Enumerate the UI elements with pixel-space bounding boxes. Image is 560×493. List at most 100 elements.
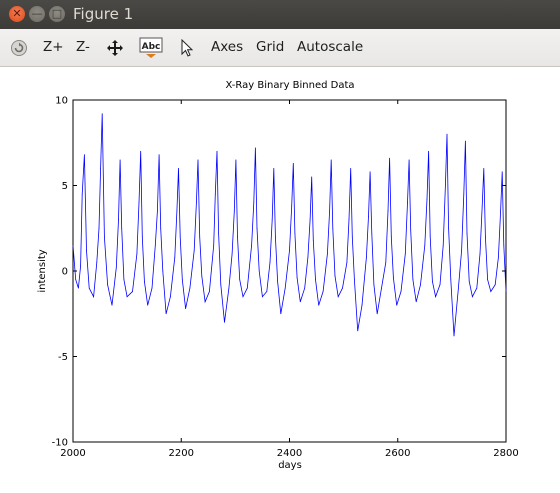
data-point [299,301,301,303]
data-point [196,202,197,204]
data-point [322,291,324,292]
data-point [197,159,199,161]
series-line-0 [72,113,507,337]
close-window-button[interactable]: ✕ [9,6,25,22]
rotate-button[interactable] [10,29,30,66]
y-tick-label: 5 [62,181,68,192]
data-point [312,239,314,241]
svg-text:Abc: Abc [142,42,161,52]
axes-button[interactable]: Axes [211,39,244,55]
data-point [88,287,90,289]
data-point [138,202,140,204]
zoom-in-button[interactable]: Z+ [43,39,64,55]
x-tick-label: 2000 [60,448,85,459]
data-point [179,236,181,238]
data-point [373,284,375,286]
data-point [107,284,108,286]
data-point [253,202,255,204]
data-point [157,210,158,212]
ticks-layer: 2000 2200 2400 2600 2800 10 5 0 -5 -10 [52,96,519,460]
data-point [189,287,191,289]
data-point [140,150,142,152]
data-point [284,287,286,289]
data-point [100,168,101,169]
data-point [429,236,431,238]
y-tick-label: 0 [62,267,68,278]
data-point [204,301,206,303]
window-titlebar[interactable]: ✕ — □ Figure 1 [0,0,560,29]
select-button[interactable] [180,29,194,66]
autoscale-button[interactable]: Autoscale [297,39,364,55]
data-point [337,296,339,298]
data-point [72,245,74,246]
data-point [465,140,466,142]
data-point [389,157,390,159]
data-point [275,236,276,238]
data-point [181,279,183,280]
data-point [136,253,138,255]
data-point [393,277,394,279]
data-point [330,159,332,161]
data-point [201,275,203,277]
insert-text-button[interactable]: Abc [139,29,163,66]
data-point [472,296,473,298]
data-point [385,262,387,263]
data-point [476,287,478,289]
data-point [501,171,503,173]
data-point [233,210,235,212]
pan-button[interactable] [106,29,124,66]
text-icon: Abc [139,37,163,58]
data-point [101,113,103,115]
data-point [213,245,215,246]
data-point [185,308,187,309]
data-point [428,150,429,152]
data-point [387,210,389,212]
data-point [435,296,436,298]
data-point [342,287,343,289]
data-point [292,162,294,164]
data-point [86,250,87,251]
x-tick-label: 2600 [385,448,410,459]
x-tick-label: 2400 [277,448,302,459]
data-point [75,279,77,280]
data-point [494,284,496,286]
y-tick-label: -5 [58,352,68,363]
data-point [81,193,83,195]
data-point [251,245,253,246]
data-point [126,296,128,298]
data-point [160,227,162,229]
data-point [487,279,488,280]
data-point [271,219,273,221]
data-point [277,280,278,282]
maximize-window-button[interactable]: □ [49,6,65,22]
data-point [490,291,492,292]
grid-button[interactable]: Grid [256,39,285,55]
data-point [224,321,225,323]
y-axis-label: intensity [37,249,48,292]
data-point [368,215,369,217]
data-point [503,245,505,246]
minimize-window-button[interactable]: — [29,6,45,22]
data-point [214,193,216,195]
window-title: Figure 1 [73,5,134,23]
x-axis-label: days [278,460,302,471]
data-point [315,279,316,280]
data-point [366,256,367,258]
data-point [296,277,298,279]
data-point [318,304,320,306]
x-tick-label: 2800 [493,448,518,459]
data-point [500,210,501,212]
data-point [165,313,167,315]
data-point [505,291,507,292]
data-point [334,275,336,277]
data-point [266,291,268,292]
xray-binned-line-chart[interactable]: X-Ray Binary Binned Data 2000 2200 2400 260… [0,67,560,489]
zoom-out-button[interactable]: Z- [76,39,90,55]
data-point [193,250,195,251]
data-point [246,287,248,289]
data-point [351,236,353,238]
y-tick-label: 10 [55,96,68,107]
data-point [354,279,355,280]
data-point [304,287,306,289]
data-point [329,210,330,212]
